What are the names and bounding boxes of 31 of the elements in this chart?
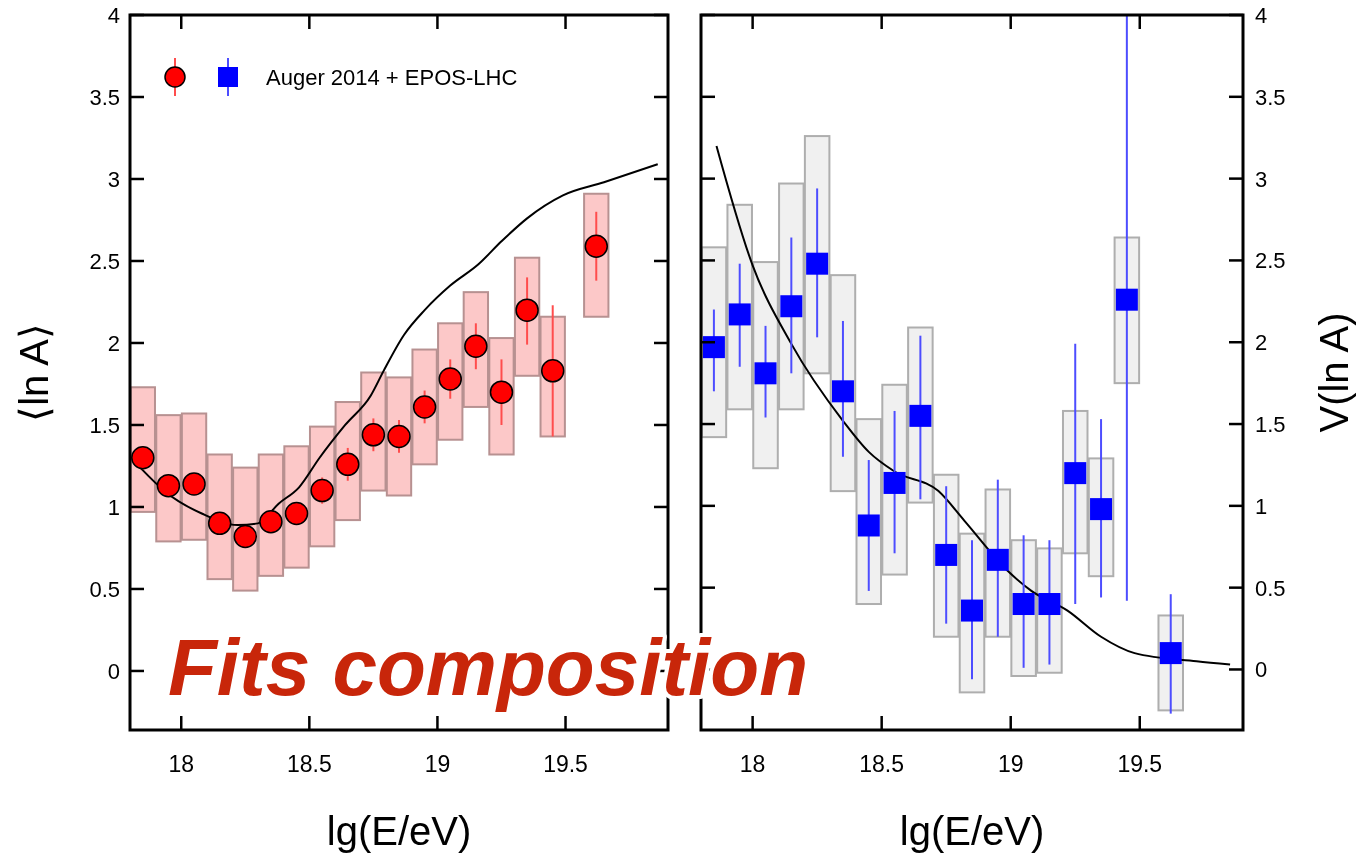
x-tick-label: 19: [424, 751, 451, 777]
y2-tick-label: 0: [1255, 657, 1268, 683]
y2-tick-label: 3: [1255, 166, 1268, 192]
x-tick-label: 18: [739, 751, 766, 777]
y-tick-label: 2.5: [89, 248, 120, 274]
x-axis-title: lg(E/eV): [899, 809, 1045, 853]
x-tick-label: 18: [168, 751, 195, 777]
x-tick-label: 18.5: [859, 751, 905, 777]
y2-tick-label: 2.5: [1255, 248, 1286, 274]
x-tick-label: 19.5: [1117, 751, 1163, 777]
y-tick-label: 3.5: [89, 85, 120, 110]
y2-tick-label: 1: [1255, 493, 1268, 519]
y2-tick-label: 4: [1255, 3, 1268, 28]
y2-tick-label: 2: [1255, 330, 1268, 356]
text: Auger 2014 + EPOS-LHC: [266, 65, 518, 90]
y-tick-label: 4: [107, 3, 120, 28]
x-axis-title: lg(E/eV): [326, 809, 472, 853]
y2-tick-label: 3.5: [1255, 84, 1286, 110]
x-tick-label: 19.5: [543, 751, 588, 777]
y2-tick-label: 0.5: [1255, 575, 1286, 601]
y-tick-label: 0.5: [89, 576, 120, 602]
y-tick-label: 1: [107, 494, 120, 520]
y2-axis-title: V(ln A): [1312, 312, 1356, 433]
x-tick-label: 19: [997, 751, 1024, 777]
y-tick-label: 1.5: [89, 412, 120, 438]
y-axis-title: ⟨ln A⟩: [12, 323, 56, 422]
y-tick-label: 2: [107, 330, 120, 356]
y2-tick-label: 1.5: [1255, 412, 1286, 438]
y-tick-label: 3: [107, 166, 120, 192]
x-tick-label: 18.5: [286, 751, 332, 777]
y-tick-label: 0: [107, 658, 120, 684]
